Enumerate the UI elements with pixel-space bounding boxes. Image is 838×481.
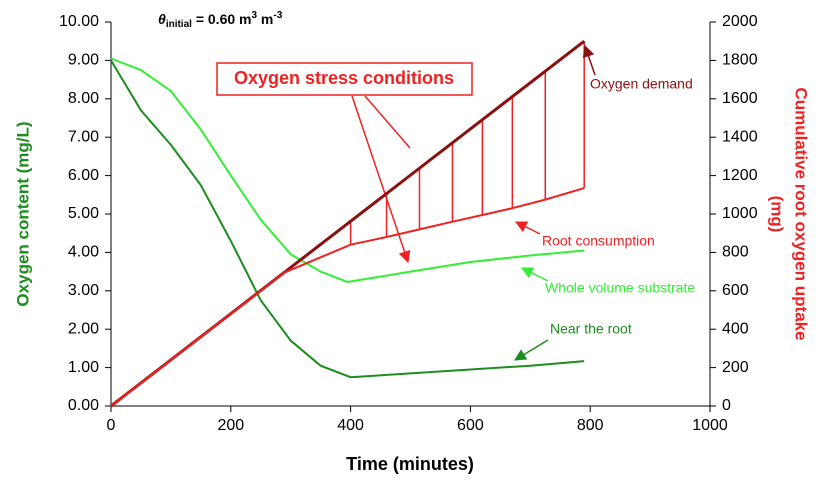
- y2-tick-label: 400: [722, 320, 749, 337]
- label-arrow: [514, 221, 541, 235]
- label-arrow: [513, 339, 549, 361]
- y-tick-label: 1.00: [68, 359, 99, 376]
- y2-tick-label: 1800: [722, 52, 758, 69]
- series-label: Oxygen demand: [590, 76, 693, 92]
- y2-tick-label: 0: [722, 397, 731, 414]
- x-tick-label: 200: [217, 417, 244, 434]
- y-tick-label: 0.00: [68, 397, 99, 414]
- y2-tick-label: 1200: [722, 167, 758, 184]
- x-tick-label: 400: [337, 417, 364, 434]
- annotation-box: [216, 62, 473, 96]
- subtitle: θinitial = 0.60 m3 m-3: [158, 10, 283, 30]
- y-tick-label: 8.00: [68, 90, 99, 107]
- label-arrow: [582, 44, 596, 76]
- y-tick-label: 2.00: [68, 320, 99, 337]
- y2-tick-label: 1000: [722, 205, 758, 222]
- x-tick-label: 0: [107, 417, 116, 434]
- y-tick-label: 6.00: [68, 167, 99, 184]
- label-arrow: [520, 267, 549, 282]
- y2-tick-label: 1600: [722, 90, 758, 107]
- y2-axis-label: (mg): [768, 196, 787, 233]
- series-line: [110, 57, 585, 284]
- x-tick-label: 600: [457, 417, 484, 434]
- annotation-arrow: [351, 95, 411, 264]
- y2-axis-label: Cumulative root oxygen uptake: [792, 87, 811, 340]
- x-axis-label: Time (minutes): [346, 454, 474, 474]
- y2-tick-label: 2000: [722, 13, 758, 30]
- annotation: Oxygen stress conditions: [234, 68, 454, 88]
- y2-tick-label: 200: [722, 359, 749, 376]
- series-label: Near the root: [550, 321, 632, 337]
- y2-tick-label: 600: [722, 282, 749, 299]
- x-tick-label: 800: [577, 417, 604, 434]
- annotation-arrow: [364, 95, 411, 149]
- series-line: [110, 59, 585, 379]
- y-tick-label: 10.00: [59, 13, 99, 30]
- y-tick-label: 5.00: [68, 205, 99, 222]
- y-axis-label: Oxygen content (mg/L): [13, 121, 32, 306]
- series-label: Whole volume substrate: [545, 280, 695, 296]
- series-line: [110, 187, 585, 407]
- y-tick-label: 7.00: [68, 128, 99, 145]
- y-tick-label: 3.00: [68, 282, 99, 299]
- y-tick-label: 4.00: [68, 244, 99, 261]
- y2-tick-label: 800: [722, 244, 749, 261]
- y-tick-label: 9.00: [68, 52, 99, 69]
- y2-tick-label: 1400: [722, 128, 758, 145]
- series-label: Root consumption: [542, 233, 655, 249]
- x-tick-label: 1000: [692, 417, 728, 434]
